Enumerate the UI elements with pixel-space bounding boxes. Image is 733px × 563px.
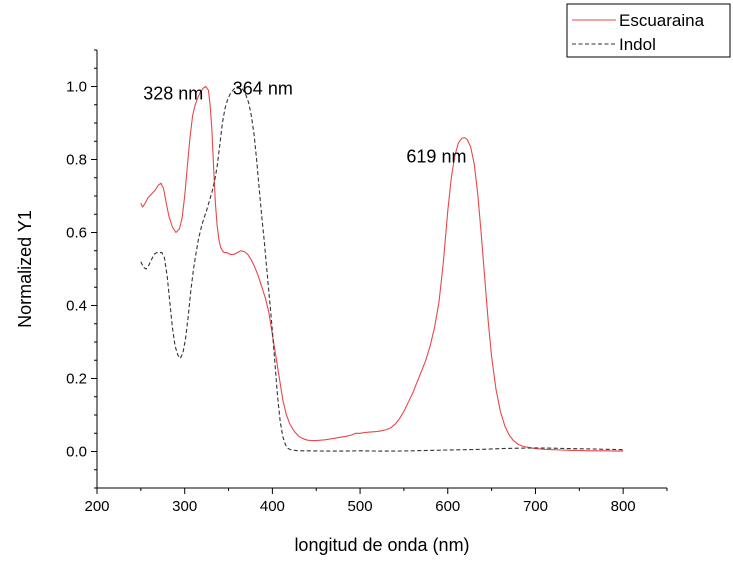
x-tick-label: 300 (172, 498, 197, 515)
x-tick-label: 800 (611, 498, 636, 515)
axes: 200 300 400 500 600 700 800 0.0 0.2 0.4 0.6 0.8 1.0 (66, 49, 668, 515)
legend: Escuaraina Indol (566, 3, 731, 58)
x-tick-label: 200 (84, 498, 109, 515)
series-line-escuaraina (140, 85, 624, 452)
legend-label-escuaraina: Escuaraina (619, 11, 705, 30)
annotation-328nm: 328 nm (143, 84, 203, 104)
annotation-619nm: 619 nm (406, 147, 466, 167)
x-tick-label: 400 (260, 498, 285, 515)
legend-box (566, 3, 731, 58)
x-axis-title: longitud de onda (nm) (294, 535, 469, 555)
series-layer (140, 85, 624, 452)
x-tick-label: 700 (523, 498, 548, 515)
annotation-364nm: 364 nm (233, 79, 293, 99)
x-tick-label: 500 (348, 498, 373, 515)
y-tick-label: 1.0 (66, 79, 87, 96)
y-tick-label: 0.8 (66, 152, 87, 169)
annotations: 328 nm 364 nm 619 nm (143, 79, 466, 167)
y-tick-label: 0.2 (66, 371, 87, 388)
y-tick-label: 0.6 (66, 225, 87, 242)
x-tick-label: 600 (435, 498, 460, 515)
series-line-indol (140, 85, 624, 452)
y-axis-title: Normalized Y1 (15, 210, 35, 328)
y-tick-label: 0.4 (66, 298, 87, 315)
legend-label-indol: Indol (619, 35, 656, 54)
y-tick-label: 0.0 (66, 444, 87, 461)
